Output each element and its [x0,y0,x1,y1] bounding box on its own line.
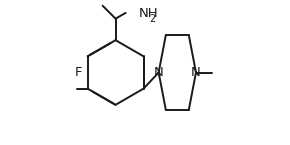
Text: F: F [75,66,82,79]
Text: N: N [154,66,164,79]
Text: 2: 2 [149,14,155,24]
Text: NH: NH [139,7,158,20]
Text: N: N [191,66,201,79]
